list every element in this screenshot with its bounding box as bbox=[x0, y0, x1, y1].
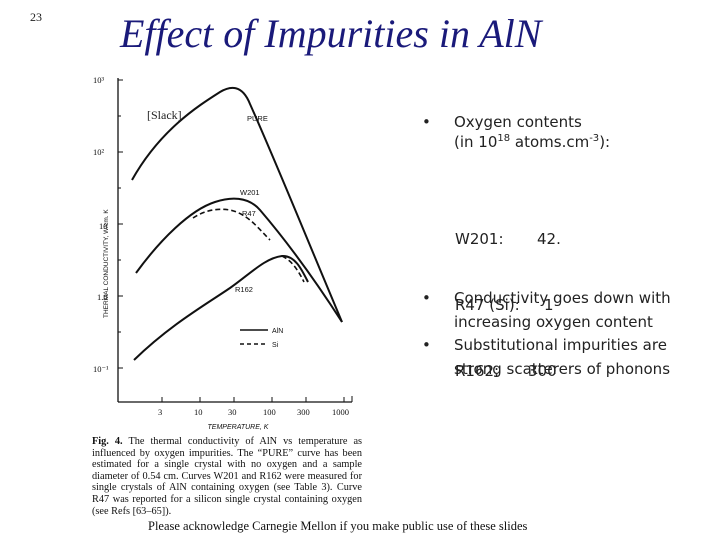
conductivity-plot: 10³ 10² 10 1.0 10⁻¹ 3 10 30 100 300 1000… bbox=[93, 75, 353, 431]
figure-caption: Fig. 4. The thermal conductivity of AlN … bbox=[92, 436, 362, 517]
curve-label-w201: W201 bbox=[240, 188, 260, 197]
oxygen-heading: Oxygen contents bbox=[454, 113, 582, 131]
curve-r162 bbox=[133, 254, 309, 361]
slide-title: Effect of Impurities in AlN bbox=[120, 11, 542, 56]
source-tag: [Slack] bbox=[147, 108, 182, 122]
conclusion-bullets: • Conductivity goes down with increasing… bbox=[420, 287, 710, 381]
y-tick-marks bbox=[118, 79, 123, 369]
oxygen-value-row: R162: 300 bbox=[455, 362, 557, 380]
x-tick-label: 100 bbox=[263, 407, 276, 417]
oxygen-bullet: • Oxygen contents (in 1018 atoms.cm-3): bbox=[420, 112, 710, 152]
legend-label-aln: AlN bbox=[272, 328, 283, 335]
curve-label-pure: PURE bbox=[247, 114, 268, 123]
curve-pure bbox=[131, 86, 343, 323]
curve-w201 bbox=[135, 197, 343, 323]
y-tick-label: 1.0 bbox=[97, 292, 108, 302]
legend-label-si: Si bbox=[272, 342, 279, 349]
x-tick-label: 3 bbox=[158, 407, 162, 417]
conductivity-figure: 10³ 10² 10 1.0 10⁻¹ 3 10 30 100 300 1000… bbox=[90, 70, 370, 520]
y-tick-label: 10³ bbox=[93, 75, 105, 85]
curve-r47-si bbox=[192, 208, 271, 241]
bullet-item: • Conductivity goes down with increasing… bbox=[422, 289, 671, 331]
x-tick-label: 10 bbox=[194, 407, 203, 417]
curve-label-r47: R47 bbox=[242, 209, 256, 218]
x-tick-marks bbox=[161, 397, 345, 402]
bullet-dot-icon: • bbox=[422, 113, 431, 131]
footer-note: Please acknowledge Carnegie Mellon if yo… bbox=[148, 519, 528, 533]
caption-text: The thermal conductivity of AlN vs tempe… bbox=[92, 436, 363, 517]
oxygen-value-row: R47 (Si): 1 bbox=[455, 296, 554, 314]
oxygen-value-row: W201: 42. bbox=[455, 230, 561, 248]
slide-number: 23 bbox=[30, 10, 42, 24]
y-tick-label: 10² bbox=[93, 147, 105, 157]
x-tick-label: 1000 bbox=[332, 407, 349, 417]
x-tick-label: 300 bbox=[297, 407, 310, 417]
oxygen-values-list: W201: 42. R47 (Si): 1 R162: 300 bbox=[455, 184, 561, 404]
y-tick-label: 10 bbox=[99, 221, 108, 231]
curve-si-tail bbox=[281, 255, 305, 283]
caption-lead: Fig. 4. bbox=[92, 436, 123, 447]
plot-legend: AlN Si bbox=[240, 328, 283, 349]
oxygen-units: (in 1018 atoms.cm-3): bbox=[454, 133, 611, 151]
bullet-dot-icon: • bbox=[422, 289, 431, 307]
curve-label-r162: R162 bbox=[235, 285, 253, 294]
bullet-dot-icon: • bbox=[422, 336, 431, 354]
bullet-item: • Substitutional impurities are strong s… bbox=[422, 336, 671, 378]
y-tick-label: 10⁻¹ bbox=[93, 364, 109, 374]
x-tick-label: 30 bbox=[228, 407, 237, 417]
x-axis-title: TEMPERATURE, K bbox=[208, 424, 269, 431]
y-axis-title: THERMAL CONDUCTIVITY, W/cm. K bbox=[103, 209, 110, 318]
